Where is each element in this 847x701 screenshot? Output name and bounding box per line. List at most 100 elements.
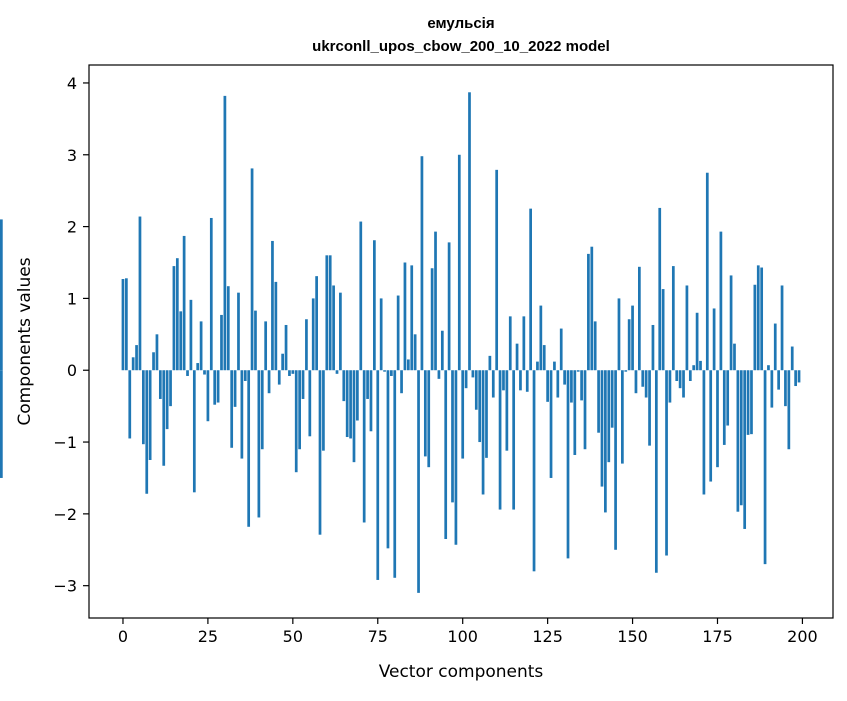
- bar: [532, 370, 536, 572]
- x-tick-label: 50: [283, 627, 303, 646]
- bar: [597, 370, 600, 433]
- chart-title: емульсія: [427, 15, 494, 32]
- bar: [709, 370, 713, 482]
- bar: [138, 216, 142, 371]
- bar: [196, 363, 200, 371]
- bar: [729, 275, 733, 371]
- bar: [590, 246, 594, 371]
- bar: [254, 310, 257, 371]
- bar: [488, 355, 492, 371]
- bar: [498, 370, 502, 510]
- bar: [203, 370, 206, 375]
- bar: [485, 370, 488, 458]
- y-tick-label: 0: [67, 361, 77, 380]
- bar: [556, 370, 560, 398]
- bar: [366, 370, 369, 399]
- bar: [420, 156, 424, 371]
- bar: [525, 370, 529, 392]
- y-tick-label: 3: [67, 146, 77, 165]
- bar: [474, 370, 478, 410]
- bar: [743, 370, 747, 529]
- bar: [318, 370, 322, 535]
- bar: [739, 370, 743, 506]
- bar: [566, 370, 570, 559]
- bar: [790, 346, 794, 371]
- bar: [685, 285, 689, 371]
- bar: [186, 370, 189, 376]
- bar: [733, 343, 736, 371]
- bar: [702, 370, 706, 495]
- bar: [417, 370, 420, 593]
- bar: [678, 370, 682, 389]
- bar: [638, 266, 641, 371]
- bar: [315, 276, 318, 371]
- bar: [257, 370, 261, 518]
- bar: [447, 242, 451, 371]
- bar: [539, 305, 543, 371]
- y-axis: −3 −2 −1 0 1 2 3 4: [53, 74, 89, 596]
- bar: [223, 95, 227, 371]
- bar: [192, 370, 196, 493]
- bar: [250, 168, 254, 371]
- x-tick-label: 100: [447, 627, 478, 646]
- bar: [148, 370, 152, 460]
- bar: [617, 298, 621, 371]
- bar: [135, 345, 138, 371]
- bar: [478, 370, 482, 443]
- y-tick-label: 2: [67, 218, 77, 237]
- bar: [281, 353, 284, 371]
- bar: [158, 370, 162, 399]
- bar: [756, 265, 760, 371]
- bar: [308, 370, 312, 437]
- bar: [600, 370, 604, 487]
- bar: [264, 321, 268, 371]
- bar: [454, 370, 458, 545]
- bar: [457, 154, 461, 371]
- bar: [332, 285, 335, 371]
- bar: [614, 370, 617, 550]
- bar: [0, 219, 3, 371]
- bar: [373, 240, 376, 371]
- x-tick-label: 0: [118, 627, 128, 646]
- bar: [396, 295, 400, 371]
- bar: [240, 370, 244, 459]
- bar: [760, 267, 764, 371]
- bar: [536, 361, 539, 371]
- bar: [559, 328, 563, 371]
- bar: [362, 370, 366, 523]
- bar: [288, 370, 291, 376]
- bar: [553, 361, 556, 371]
- x-axis-label: Vector components: [379, 662, 544, 682]
- bar: [705, 172, 709, 371]
- bar: [549, 370, 553, 478]
- x-tick-label: 200: [787, 627, 818, 646]
- bar: [695, 312, 699, 371]
- bar: [753, 284, 757, 371]
- bar: [345, 370, 349, 438]
- bar: [722, 370, 726, 445]
- bar: [529, 208, 532, 371]
- bar: [675, 370, 679, 381]
- bar: [580, 370, 583, 401]
- bar: [491, 370, 495, 398]
- y-tick-label: −2: [53, 505, 77, 524]
- bar: [145, 370, 149, 494]
- bar: [648, 370, 651, 446]
- bar: [797, 370, 801, 383]
- bar: [631, 305, 634, 371]
- bar: [383, 370, 386, 372]
- bar: [440, 330, 444, 371]
- bar: [359, 221, 363, 371]
- bar: [413, 334, 417, 371]
- bar: [434, 231, 437, 371]
- bar: [665, 370, 668, 556]
- bar: [376, 370, 380, 580]
- bar: [349, 370, 352, 439]
- bar: [165, 370, 169, 430]
- bar: [746, 370, 750, 435]
- bar: [390, 370, 393, 376]
- bar: [641, 370, 645, 387]
- bar: [593, 321, 597, 371]
